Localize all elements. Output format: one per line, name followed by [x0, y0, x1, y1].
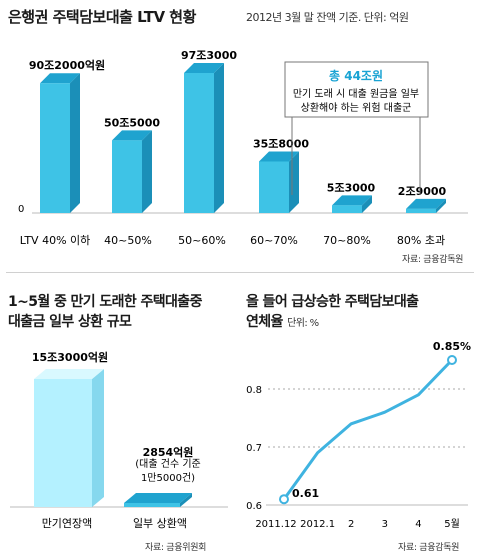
- repay-bar-side: [180, 493, 192, 507]
- source-delinq: 자료: 금융감독원: [398, 543, 460, 553]
- callout-title: 총 44조원: [329, 68, 383, 83]
- ltv-bar-front: [259, 161, 289, 213]
- repay-bar-top: [124, 493, 192, 503]
- ltv-bar: [112, 130, 152, 213]
- repay-bar: [34, 369, 104, 507]
- ltv-bar-front: [184, 73, 214, 213]
- repay-title-2: 대출금 일부 상환 규모: [8, 314, 132, 330]
- ltv-bar: [40, 73, 80, 214]
- callout-text-2: 상환해야 하는 위험 대출군: [301, 101, 412, 114]
- ltv-category-label: 40~50%: [104, 234, 152, 247]
- delinq-first-label: 0.61: [292, 487, 319, 500]
- repay-title-1: 1~5월 중 만기 도래한 주택대출중: [8, 294, 202, 310]
- delinq-title-row: 연체율 단위: %: [246, 312, 319, 334]
- ltv-value-label: 97조3000: [181, 49, 237, 62]
- page-title: 은행권 주택담보대출 LTV 현황: [8, 8, 196, 26]
- delinq-x-tick: 4: [415, 519, 421, 530]
- delinq-unit: 단위: %: [287, 318, 319, 329]
- delinq-series-line: [282, 358, 454, 501]
- ltv-bar-top: [40, 73, 80, 84]
- ltv-category-label: 60~70%: [250, 234, 298, 247]
- ltv-bar: [332, 195, 372, 213]
- ltv-category-label: 50~60%: [178, 234, 226, 247]
- repay-category-label: 일부 상환액: [133, 516, 187, 530]
- ltv-bar-front: [406, 208, 436, 213]
- ltv-bar-top: [259, 151, 299, 162]
- ltv-bar-side: [214, 63, 224, 213]
- delinq-x-tick: 2012.1: [300, 519, 335, 530]
- repay-bar-front: [124, 503, 180, 507]
- baseline-label: 0: [18, 204, 24, 215]
- repay-value-label: 2854억원: [143, 445, 194, 459]
- ltv-bar-front: [332, 205, 362, 213]
- delinq-x-tick: 5월: [444, 518, 460, 530]
- ltv-value-label: 35조8000: [253, 137, 309, 150]
- delinq-y-tick: 0.7: [246, 443, 262, 454]
- page-subtitle: 2012년 3월 말 잔액 기준. 단위: 억원: [246, 11, 409, 24]
- ltv-bar-side: [436, 198, 446, 213]
- ltv-category-label: LTV 40% 이하: [20, 233, 91, 247]
- ltv-bar-side: [70, 73, 80, 214]
- ltv-bar-front: [40, 83, 70, 214]
- callout-frame: [284, 61, 429, 118]
- ltv-value-label: 50조5000: [104, 116, 160, 129]
- repay-category-label: 만기연장액: [42, 517, 93, 530]
- delinq-x-tick: 3: [382, 519, 388, 530]
- ltv-bar-side: [142, 130, 152, 213]
- ltv-category-label: 70~80%: [323, 234, 371, 247]
- delinq-point: [279, 494, 289, 505]
- ltv-bar: [406, 198, 446, 213]
- ltv-bar-front: [112, 140, 142, 213]
- repay-bar-top: [34, 369, 104, 379]
- ltv-bar: [184, 63, 224, 213]
- repay-value-label: 15조3000억원: [32, 350, 108, 364]
- delinq-point: [447, 355, 457, 365]
- repay-note-1: (대출 건수 기준: [135, 458, 200, 470]
- ltv-category-label: 80% 초과: [397, 234, 445, 247]
- delinq-last-label: 0.85%: [433, 340, 471, 353]
- repay-note-2: 1만5000건): [141, 472, 195, 484]
- repay-bar: [124, 493, 192, 507]
- delinq-y-tick: 0.6: [246, 501, 262, 512]
- callout-box: 총 44조원 만기 도래 시 대출 원금을 일부 상환해야 하는 위험 대출군: [284, 61, 429, 195]
- ltv-value-label: 2조9000: [398, 185, 447, 198]
- ltv-bar-top: [184, 63, 224, 73]
- source-repay: 자료: 금융위원회: [145, 543, 207, 553]
- ltv-bar: [259, 151, 299, 213]
- ltv-bar-top: [332, 195, 372, 206]
- delinq-y-tick: 0.8: [246, 385, 262, 396]
- section-divider: [6, 272, 474, 273]
- ltv-bar-top: [406, 198, 446, 209]
- repay-bar-side: [92, 369, 104, 507]
- ltv-bar-top: [112, 130, 152, 141]
- delinq-title-2: 연체율: [246, 314, 283, 330]
- callout-text-1: 만기 도래 시 대출 원금을 일부: [293, 88, 419, 100]
- ltv-value-label: 5조3000: [327, 181, 376, 194]
- delinq-x-tick: 2: [348, 519, 354, 530]
- source-ltv: 자료: 금융감독원: [402, 255, 464, 265]
- delinq-title-1: 올 들어 급상승한 주택담보대출: [246, 294, 419, 310]
- repay-bar-front: [34, 379, 92, 507]
- delinq-x-tick: 2011.12: [255, 519, 296, 530]
- ltv-bar-side: [362, 195, 372, 213]
- ltv-value-label: 90조2000억원: [29, 58, 105, 72]
